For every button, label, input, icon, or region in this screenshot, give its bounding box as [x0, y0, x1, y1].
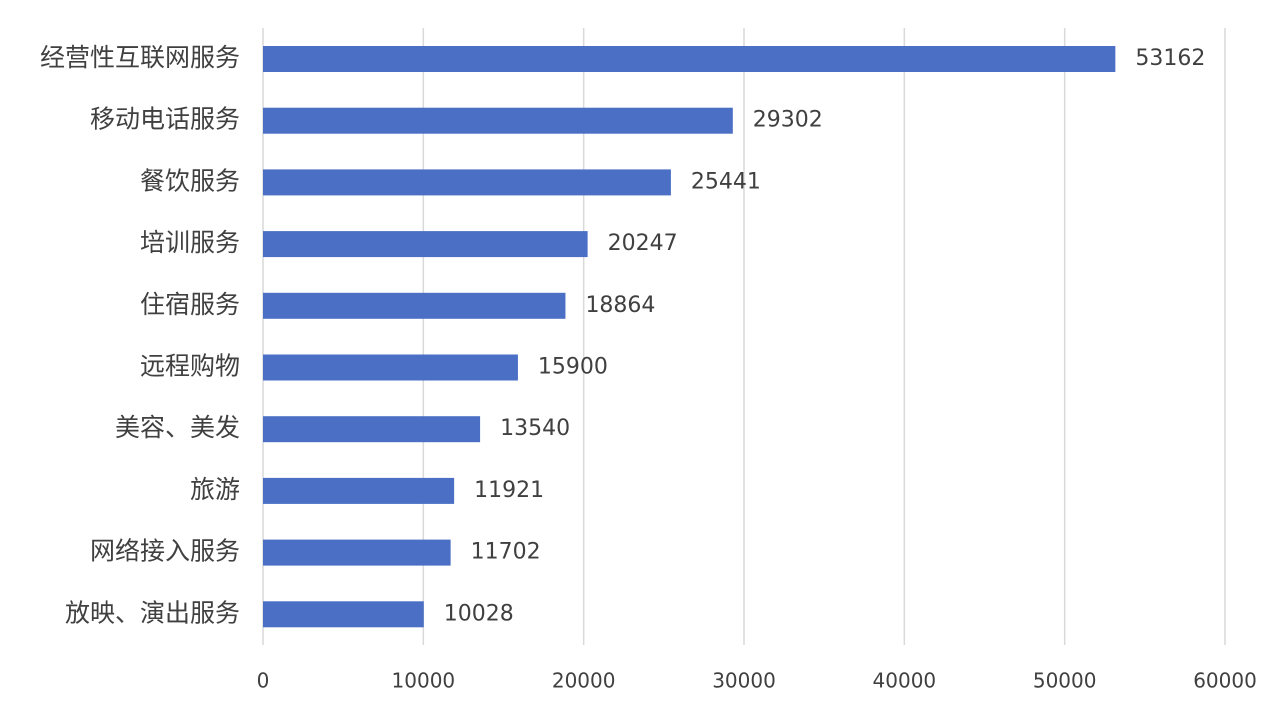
x-tick-label: 50000	[1033, 669, 1097, 693]
bar	[263, 46, 1116, 72]
data-label: 15900	[538, 355, 608, 380]
data-label: 11702	[471, 540, 541, 565]
data-label: 20247	[608, 231, 678, 256]
bar	[263, 601, 424, 628]
x-tick-label: 30000	[712, 669, 776, 693]
y-tick-label: 远程购物	[140, 352, 240, 381]
data-label: 18864	[585, 293, 655, 318]
y-tick-label: 美容、美发	[115, 413, 240, 442]
data-label: 10028	[444, 601, 514, 626]
y-tick-label: 培训服务	[140, 228, 240, 257]
x-tick-label: 60000	[1193, 669, 1257, 693]
x-tick-label: 10000	[392, 669, 456, 693]
x-tick-label: 0	[257, 669, 270, 693]
data-label: 13540	[500, 416, 570, 441]
x-tick-label: 40000	[873, 669, 937, 693]
bar	[263, 354, 518, 381]
bar	[263, 231, 588, 258]
y-tick-label: 放映、演出服务	[65, 598, 240, 627]
bar	[263, 169, 671, 196]
x-tick-label: 20000	[552, 669, 616, 693]
y-tick-label: 旅游	[190, 475, 240, 504]
data-label: 29302	[753, 108, 823, 133]
bar	[263, 292, 566, 319]
bar	[263, 477, 455, 504]
data-label: 11921	[474, 478, 544, 503]
bar	[263, 416, 481, 443]
data-label: 25441	[691, 169, 761, 194]
bar	[263, 107, 733, 134]
y-tick-label: 移动电话服务	[90, 105, 240, 134]
y-tick-label: 住宿服务	[140, 290, 240, 319]
y-tick-label: 网络接入服务	[90, 537, 240, 566]
y-tick-label: 餐饮服务	[140, 166, 240, 195]
data-label: 53162	[1135, 46, 1205, 71]
y-tick-label: 经营性互联网服务	[40, 43, 240, 72]
bar	[263, 539, 451, 566]
